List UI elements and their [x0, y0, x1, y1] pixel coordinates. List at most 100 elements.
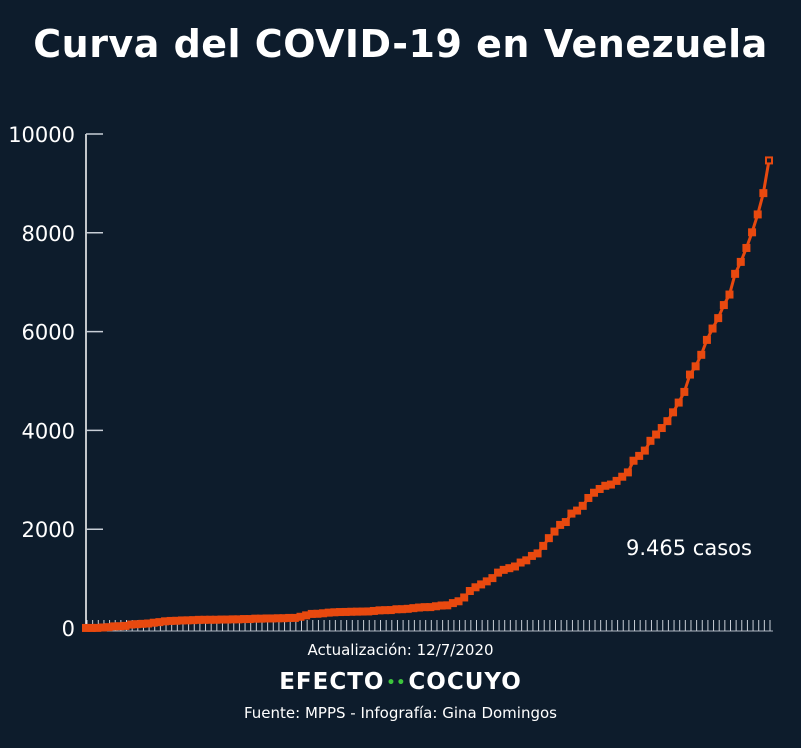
data-point [606, 480, 615, 489]
data-point [110, 622, 119, 631]
data-point [268, 614, 277, 623]
data-point [245, 615, 254, 624]
data-point [200, 615, 209, 624]
data-point [533, 549, 542, 558]
data-point [183, 616, 192, 625]
data-point [719, 301, 728, 310]
data-point [443, 601, 452, 610]
data-point [172, 616, 181, 625]
data-point [663, 417, 672, 426]
data-point [629, 456, 638, 465]
data-point [155, 618, 164, 627]
data-point [731, 269, 740, 278]
data-point [211, 615, 220, 624]
last-point-marker [767, 158, 771, 163]
y-tick-label: 10000 [8, 123, 75, 147]
data-point [98, 623, 107, 632]
chart-title: Curva del COVID-19 en Venezuela [33, 22, 768, 66]
data-point [669, 408, 678, 417]
data-point [381, 606, 390, 615]
data-point [595, 484, 604, 493]
data-point [115, 622, 124, 631]
data-point [567, 509, 576, 518]
brand-left: EFECTO [279, 669, 385, 695]
data-point [522, 556, 531, 565]
data-point [759, 189, 768, 198]
data-point [488, 574, 497, 583]
data-point [296, 612, 305, 621]
data-point [352, 607, 361, 616]
data-point [127, 620, 136, 629]
data-point [307, 609, 316, 618]
data-point [403, 604, 412, 613]
data-point [748, 228, 757, 237]
y-tick-label: 2000 [22, 518, 75, 542]
data-point [194, 615, 203, 624]
data-point [87, 623, 96, 632]
data-point [736, 257, 745, 266]
data-point [714, 314, 723, 323]
data-point [646, 436, 655, 445]
data-point [516, 558, 525, 567]
data-point [640, 446, 649, 455]
data-point [652, 430, 661, 439]
data-point [494, 568, 503, 577]
data-point [189, 616, 198, 625]
data-point [347, 607, 356, 616]
data-point [358, 607, 367, 616]
data-point [290, 613, 299, 622]
data-point [121, 621, 130, 630]
update-date: Actualización: 12/7/2020 [307, 641, 494, 659]
data-point [206, 615, 215, 624]
data-point [448, 599, 457, 608]
data-point [510, 562, 519, 571]
data-point [234, 615, 243, 624]
data-point [228, 615, 237, 624]
y-tick-label: 8000 [22, 222, 75, 246]
data-point [702, 335, 711, 344]
data-point [612, 476, 621, 485]
data-point [240, 615, 249, 624]
data-point [499, 565, 508, 574]
data-point [544, 534, 553, 543]
data-point [144, 619, 153, 628]
source-credit: Fuente: MPPS - Infografía: Gina Domingos [243, 704, 557, 722]
data-point [556, 520, 565, 529]
data-point [505, 564, 514, 573]
data-point [431, 602, 440, 611]
data-point [471, 583, 480, 592]
data-point [685, 370, 694, 379]
data-point [273, 614, 282, 623]
data-point [426, 603, 435, 612]
data-point [753, 210, 762, 219]
data-point [386, 606, 395, 615]
brand-right: COCUYO [408, 669, 522, 695]
data-point [697, 350, 706, 359]
data-point [578, 501, 587, 510]
data-point [398, 605, 407, 614]
data-point [415, 603, 424, 612]
data-point [177, 616, 186, 625]
data-point [708, 324, 717, 333]
data-point [409, 604, 418, 613]
data-point [584, 493, 593, 502]
data-point [437, 601, 446, 610]
data-point [336, 608, 345, 617]
data-point [161, 617, 170, 626]
data-point [262, 614, 271, 623]
data-point [477, 580, 486, 589]
data-point [369, 606, 378, 615]
data-point [635, 451, 644, 460]
data-point [460, 593, 469, 602]
data-point [601, 481, 610, 490]
data-point [657, 424, 666, 433]
data-point [691, 362, 700, 371]
data-point [375, 606, 384, 615]
data-point [482, 577, 491, 586]
data-point [256, 614, 265, 623]
data-point [618, 472, 627, 481]
data-point [527, 551, 536, 560]
data-point [93, 623, 102, 632]
data-point [561, 518, 570, 527]
